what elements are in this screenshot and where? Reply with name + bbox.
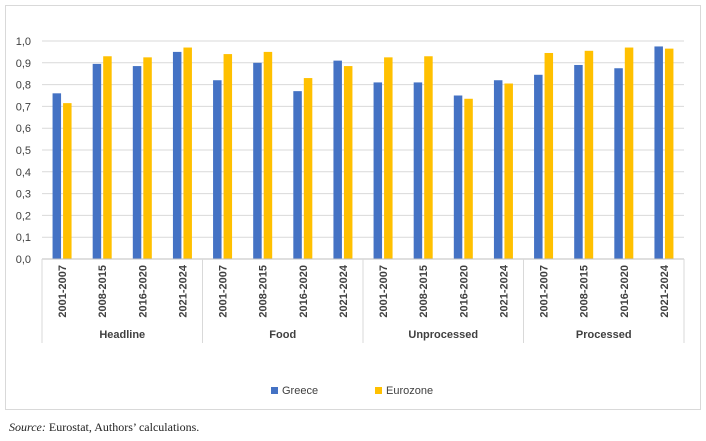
bar-eurozone (504, 83, 513, 259)
bar-greece (373, 82, 383, 259)
x-tick-label: 2016-2020 (619, 265, 631, 318)
x-tick-label: 2008-2015 (579, 265, 591, 318)
bar-eurozone (464, 98, 473, 260)
group-label: Food (269, 329, 296, 341)
bar-greece (453, 95, 463, 259)
y-tick-label: 0,7 (16, 101, 31, 113)
group-label: Headline (99, 329, 145, 341)
legend: Greece Eurozone (271, 385, 433, 397)
legend-label-eurozone: Eurozone (386, 385, 433, 397)
x-tick-label: 2021-2024 (659, 264, 671, 317)
bar-eurozone (624, 47, 634, 259)
source-label: Source: (9, 420, 46, 434)
x-tick-label: 2021-2024 (177, 264, 189, 317)
y-tick-label: 0,5 (16, 145, 31, 157)
bar-greece (293, 91, 302, 259)
bar-eurozone (303, 78, 313, 259)
source-text: Eurostat, Authors’ calculations. (45, 420, 200, 434)
bar-eurozone (103, 56, 112, 260)
bar-eurozone (584, 50, 594, 260)
bar-eurozone (223, 54, 233, 259)
bar-greece (413, 82, 423, 259)
bar-greece (614, 68, 623, 259)
bar-greece (92, 63, 102, 259)
y-tick-label: 0,0 (16, 254, 31, 266)
group-label: Unprocessed (408, 329, 478, 341)
bar-eurozone (263, 51, 273, 260)
legend-swatch-greece (271, 387, 278, 394)
x-tick-label: 2001-2007 (539, 265, 551, 318)
bar-eurozone (143, 57, 152, 259)
x-axis: 2001-2007 2008-2015 2016-2020 2021-2024 2001… (41, 258, 685, 343)
bars (52, 46, 674, 260)
bar-greece (574, 64, 583, 259)
bar-greece (493, 80, 503, 260)
x-tick-label: 2021-2024 (338, 264, 350, 317)
y-tick-label: 0,1 (16, 232, 31, 244)
bar-eurozone (384, 57, 393, 259)
y-tick-label: 1,0 (16, 36, 31, 48)
y-tick-label: 0,9 (16, 58, 31, 70)
bar-eurozone (63, 103, 72, 259)
x-tick-label: 2016-2020 (137, 265, 149, 318)
source-note: Source: Eurostat, Authors’ calculations. (9, 420, 199, 435)
bar-eurozone (664, 48, 674, 259)
x-tick-label: 2008-2015 (258, 265, 270, 318)
bar-greece (213, 80, 222, 260)
x-tick-label: 2008-2015 (418, 265, 430, 318)
x-tick-label: 2021-2024 (498, 264, 510, 317)
bar-eurozone (183, 47, 192, 259)
bar-greece (132, 66, 142, 259)
x-tick-label: 2001-2007 (57, 265, 69, 318)
bar-greece (654, 46, 663, 260)
y-tick-label: 0,4 (16, 167, 31, 179)
bar-chart: 0,0 0,1 0,2 0,3 0,4 0,5 0,6 0,7 0,8 0,9 1,0 2001-2… (16, 36, 685, 397)
y-tick-label: 0,6 (16, 123, 31, 135)
x-tick-label: 2001-2007 (218, 265, 230, 318)
bar-greece (333, 60, 342, 260)
bar-greece (253, 62, 262, 259)
y-axis-tick-labels: 0,0 0,1 0,2 0,3 0,4 0,5 0,6 0,7 0,8 0,9 1,0 (16, 36, 31, 266)
x-tick-label: 2001-2007 (378, 265, 390, 318)
bar-eurozone (343, 66, 353, 259)
y-tick-label: 0,3 (16, 189, 31, 201)
bar-greece (172, 51, 182, 260)
bar-eurozone (424, 56, 433, 260)
x-tick-label: 2016-2020 (458, 265, 470, 318)
y-tick-label: 0,8 (16, 80, 31, 92)
bar-eurozone (544, 52, 554, 259)
legend-label-greece: Greece (282, 385, 318, 397)
x-tick-label: 2016-2020 (298, 265, 310, 318)
bar-greece (534, 74, 543, 259)
group-label: Processed (576, 329, 632, 341)
legend-swatch-eurozone (375, 387, 382, 394)
x-tick-label: 2008-2015 (97, 265, 109, 318)
y-tick-label: 0,2 (16, 210, 31, 222)
bar-greece (52, 93, 62, 259)
